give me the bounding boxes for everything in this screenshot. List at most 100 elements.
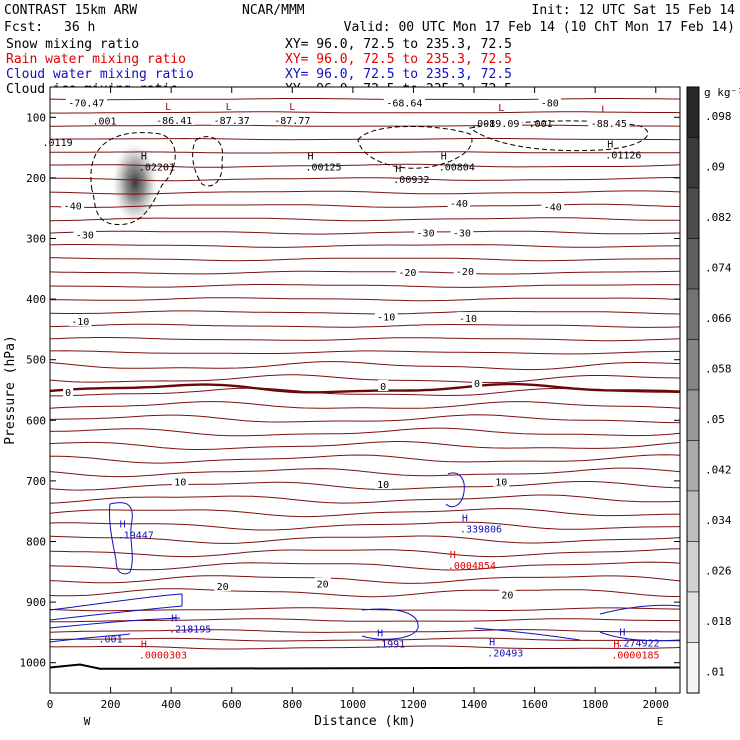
source-label: NCAR/MMM (242, 3, 305, 18)
colorbar-label-8: .034 (705, 514, 732, 527)
extremum-h-6: H (307, 152, 313, 163)
extremum-l-4: L (601, 104, 607, 115)
colorbar-label-3: .074 (705, 261, 732, 274)
extremum-value-5: .02201 (139, 163, 175, 174)
field-xy-0: XY= 96.0, 72.5 to 235.3, 72.5 (285, 37, 512, 52)
extremum-h-15: H (489, 638, 495, 649)
isotherm-line-12 (49, 257, 680, 262)
cloud-water-contours (49, 472, 681, 643)
colorbar-unit: g kg⁻¹ (704, 86, 740, 99)
small-label-2: .001 (529, 119, 553, 130)
cloud-ice-contour-3 (468, 120, 649, 152)
x-tick-label-8: 1600 (521, 698, 548, 711)
contour-label-bg-11 (73, 228, 97, 240)
valid-time: Valid: 00 UTC Mon 17 Feb 14 (10 ChT Mon … (344, 20, 735, 35)
colorbar-swatch-5 (686, 339, 700, 391)
colorbar-swatch-6 (686, 389, 700, 441)
colorbar-swatch-7 (686, 440, 700, 492)
y-tick-label-0: 100 (26, 111, 46, 124)
cloud-ice-contour-1 (192, 136, 224, 187)
isotherm-line-32 (49, 521, 681, 531)
contour-label-22: 10 (174, 478, 186, 489)
cloud-ice-contours (90, 120, 649, 226)
colorbar-label-0: .098 (705, 110, 732, 123)
extremum-h-11: H (462, 514, 468, 525)
isotherm-line-20 (49, 361, 681, 371)
contour-label-bg-18 (456, 312, 480, 324)
contour-label-9: -40 (450, 199, 468, 210)
cloud-water-contour-0 (109, 502, 133, 575)
contour-label-bg-7 (588, 116, 630, 128)
contour-label-bg-21 (471, 376, 483, 388)
extremum-h-14: H (377, 629, 383, 640)
colorbar-swatch-4 (686, 288, 700, 340)
isotherm-low-line-2 (49, 629, 681, 633)
plot-frame (49, 86, 681, 694)
y-tick-label-3: 400 (26, 293, 46, 306)
colorbar-swatch-8 (686, 490, 700, 542)
x-tick-label-10: 2000 (643, 698, 670, 711)
contour-label-bg-22 (172, 475, 189, 487)
contour-label-bg-24 (493, 475, 510, 487)
isotherm-line-31 (49, 508, 681, 518)
colorbar-label-1: .09 (705, 160, 725, 173)
extremum-h-9: H (607, 140, 613, 151)
isotherm-line-1 (49, 111, 681, 114)
isotherm-line-34 (49, 548, 681, 558)
isotherm-line-21 (49, 374, 681, 384)
isotherm-line-16 (49, 310, 681, 315)
contour-label-3: -87.77 (274, 116, 310, 127)
extremum-value-17: .0000303 (139, 651, 187, 662)
extremum-l-0: L (165, 102, 171, 113)
small-label-0: .001 (92, 117, 116, 128)
contour-label-bg-4 (383, 96, 425, 108)
colorbar-label-6: .05 (705, 413, 725, 426)
colorbar-label-10: .018 (705, 615, 732, 628)
contour-label-7: -88.45 (591, 119, 627, 130)
contour-label-bg-5 (480, 116, 522, 128)
field-name-0: Snow mixing ratio (6, 37, 139, 52)
contour-label-17: -10 (377, 312, 395, 323)
isotherm-line-19 (50, 350, 680, 355)
isotherm-line-5 (50, 163, 681, 168)
extremum-value-10: .19447 (118, 531, 154, 542)
isotherm-line-11 (49, 244, 680, 248)
contour-label-4: -68.64 (386, 98, 422, 109)
contour-label-bg-0 (65, 96, 107, 108)
contour-label-bg-15 (453, 264, 477, 276)
isotherm-line-23 (49, 401, 681, 409)
contour-label-12: -30 (417, 229, 435, 240)
extremum-value-16: .274922 (617, 638, 659, 649)
isotherm-line-3 (49, 137, 680, 141)
isotherm-line-17 (49, 323, 681, 328)
isotherm-line-7 (49, 190, 681, 195)
contour-label-bg-13 (450, 226, 474, 238)
extremum-value-13: .218195 (169, 624, 211, 635)
field-name-1: Rain water mixing ratio (6, 52, 186, 67)
surface-line (49, 663, 681, 670)
contour-label-25: 20 (217, 582, 229, 593)
cloud-water-contour-4 (361, 608, 419, 640)
extremum-value-9: .01126 (605, 151, 641, 162)
x-tick-label-5: 1000 (340, 698, 367, 711)
isotherm-zero-line (49, 382, 681, 394)
contour-label-bg-12 (414, 226, 437, 238)
contour-label-19: 0 (65, 388, 71, 399)
cloud-water-contour-3 (49, 617, 181, 629)
contour-label-bg-3 (271, 113, 313, 125)
colorbar-label-4: .066 (705, 312, 732, 325)
field-name-2: Cloud water mixing ratio (6, 67, 194, 82)
contour-label-10: -40 (544, 203, 562, 214)
cloud-water-contour-5 (473, 627, 581, 641)
isotherm-line-28 (49, 467, 681, 478)
contour-label-bg-1 (153, 113, 195, 125)
isotherm-low-line-1 (50, 618, 681, 623)
colorbar-swatch-11 (686, 642, 700, 694)
cloud-ice-contour-0 (90, 132, 176, 226)
contour-label-bg-14 (396, 266, 419, 278)
contour-label-20: 0 (380, 382, 386, 393)
contour-label-26: 20 (317, 580, 329, 591)
isotherm-line-37 (49, 588, 680, 598)
field-xy-1: XY= 96.0, 72.5 to 235.3, 72.5 (285, 52, 512, 67)
